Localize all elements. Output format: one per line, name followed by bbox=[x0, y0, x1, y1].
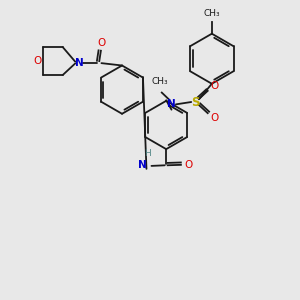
Text: O: O bbox=[210, 112, 219, 123]
Text: CH₃: CH₃ bbox=[203, 9, 220, 18]
Text: CH₃: CH₃ bbox=[152, 77, 169, 86]
Text: N: N bbox=[138, 160, 147, 170]
Text: S: S bbox=[191, 95, 200, 109]
Text: N: N bbox=[75, 58, 83, 68]
Text: N: N bbox=[167, 99, 176, 110]
Text: O: O bbox=[184, 160, 192, 170]
Text: H: H bbox=[144, 149, 151, 158]
Text: O: O bbox=[34, 56, 42, 66]
Text: O: O bbox=[97, 38, 106, 48]
Text: O: O bbox=[210, 81, 219, 92]
